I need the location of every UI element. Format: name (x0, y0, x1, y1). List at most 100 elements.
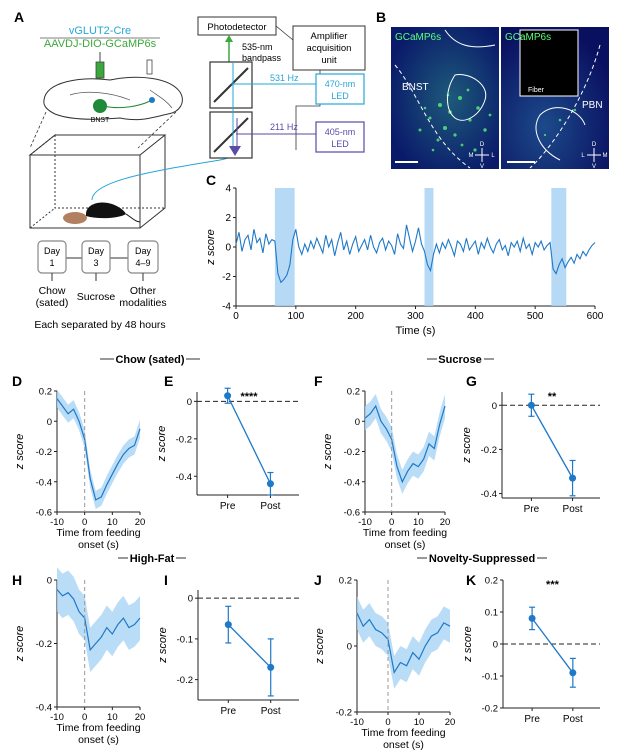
chart-g-ylabel: z score (461, 427, 473, 463)
projection-line (103, 100, 151, 109)
chart-g-ytick-label-0: -0.4 (481, 489, 497, 500)
fiber-track (519, 29, 579, 97)
chart-c-ytick-label-2: 0 (225, 243, 231, 254)
chart-j-xlabel-1: Time from feeding (361, 727, 445, 739)
day-4-9-bottom: 4–9 (135, 258, 150, 268)
chart-c-ytick-label-4: 4 (225, 184, 231, 195)
chart-c-xtick-label-6: 600 (587, 311, 604, 322)
zoom-line-left (29, 111, 47, 149)
chart-h-xtick-label-1: 0 (82, 712, 87, 723)
amplifier-box (292, 25, 366, 71)
pd-to-amp (275, 25, 294, 41)
chart-d-xtick-label-1: 0 (82, 517, 87, 528)
bnst-outline-2 (444, 29, 496, 48)
chart-c-trace (235, 224, 596, 284)
led-405-box (315, 121, 365, 153)
chart-e-ytick-label-1: -0.2 (176, 434, 192, 445)
chart-f-xtick-label-1: 0 (389, 517, 394, 528)
chart-e: -0.4 -0.2 0 Pre Post **** z score (156, 387, 299, 512)
chart-i-ytick-label-1: -0.1 (177, 634, 193, 645)
chart-j-xtick-label-2: 10 (414, 717, 425, 728)
chart-h-ytick-label-1: -0.2 (36, 639, 52, 650)
chart-i-ytick-label-0: -0.2 (177, 675, 193, 686)
chart-i-ytick-label-2: 0 (188, 594, 193, 605)
chart-j-ytick-label-0: -0.2 (336, 708, 352, 719)
chart-c-ylabel: z score (205, 229, 217, 265)
chart-c-feeding-band-1 (424, 188, 434, 306)
chart-j-xlabel-2: onset (s) (383, 739, 424, 751)
chart-c-xlabel: Time (s) (396, 325, 436, 337)
pbn-outline (535, 107, 586, 161)
panel-letter-b: B (376, 9, 386, 25)
brain-fold-2 (69, 91, 131, 101)
compass-left-l: L (491, 153, 495, 159)
led-470-label-1: 470-nm (325, 79, 356, 89)
chart-c-xtick-label-3: 300 (407, 311, 424, 322)
zoom-line-right (137, 111, 177, 149)
chart-d-ytick-label-3: 0 (47, 417, 52, 428)
day-1-label-2: (sated) (36, 297, 69, 309)
chart-c-feeding-band-0 (274, 188, 295, 306)
chart-f-xtick-label-3: 20 (440, 517, 451, 528)
chart-h-ytick-label-2: 0 (47, 576, 52, 587)
chart-c-xtick-label-1: 100 (287, 311, 304, 322)
hz-211: 211 Hz (270, 122, 298, 132)
chart-k-significance: *** (546, 579, 560, 591)
chart-j-xtick-label-1: 0 (385, 717, 390, 728)
chart-c-ytick-label-3: 2 (225, 213, 231, 224)
compass-right-m: M (603, 153, 608, 159)
chart-e-connector (227, 395, 272, 485)
aav-label: AAVDJ-DIO-GCaMP6s (44, 38, 157, 50)
green-arrowhead (225, 35, 233, 42)
chart-k-point-0 (528, 614, 536, 622)
chart-f-ytick-label-2: -0.2 (344, 447, 360, 458)
led-405-label-1: 405-nm (325, 127, 356, 137)
chart-f-xtick-label-2: 10 (413, 517, 424, 528)
chart-h-mean-trace (56, 589, 141, 652)
chart-f-ytick-label-1: -0.4 (344, 477, 360, 488)
group-title-chow-text: Chow (sated) (115, 354, 184, 366)
bandpass-label-1: 535-nm (242, 42, 273, 52)
panel-a: vGLUT2-Cre AAVDJ-DIO-GCaMP6s BNST (28, 16, 366, 331)
led-470-label-2: LED (331, 91, 349, 101)
chart-k-point-1 (569, 669, 577, 677)
chart-g-point-1 (569, 474, 577, 482)
chart-d-xtick-label-0: -10 (50, 517, 64, 528)
chart-i-ylabel: z score (157, 627, 169, 663)
compass-right-v: V (592, 164, 596, 170)
amplifier-label-3: unit (321, 55, 337, 66)
chart-d-ytick-label-2: -0.2 (36, 447, 52, 458)
photodetector-label: Photodetector (207, 22, 266, 33)
chart-j-ytick-label-1: 0 (347, 642, 352, 653)
chart-e-ylabel: z score (156, 426, 168, 462)
chart-h-xlabel-1: Time from feeding (56, 722, 140, 734)
group-title-highfat: High-Fat (118, 553, 186, 565)
day-4-9-label: Other (130, 285, 157, 297)
panel-letter-h: H (12, 572, 22, 588)
chart-f-sem-band (365, 394, 445, 494)
chart-k-ytick-label-2: 0 (493, 640, 498, 651)
chart-f-ytick-label-4: 0.2 (347, 387, 360, 398)
chart-h-xtick-label-2: 10 (107, 712, 118, 723)
group-title-chow: Chow (sated) (100, 354, 200, 366)
chart-k-xtick-label-0: Pre (524, 714, 540, 725)
day-3-bottom: 3 (93, 258, 98, 268)
hz-531: 531 Hz (270, 73, 299, 83)
bnst-outline (447, 74, 487, 121)
chart-h-xtick-label-0: -10 (50, 712, 64, 723)
mouse-tail (125, 213, 141, 223)
chart-h-sem-band (57, 567, 140, 673)
chart-e-ytick-label-2: 0 (187, 397, 192, 408)
chart-g: -0.4 -0.2 0 Pre Post ** z score (461, 391, 600, 515)
day-1-box: Day 1 (37, 240, 67, 274)
food-icon (63, 212, 87, 224)
chart-d-ylabel: z score (14, 434, 26, 470)
fiber-implant-icon (146, 59, 153, 75)
chart-k: -0.2 -0.1 0 0.1 0.2 Pre Post *** z score (462, 576, 600, 725)
bandpass-label-2: bandpass (242, 53, 282, 63)
chart-j-sem-band (357, 596, 450, 689)
chart-c-xtick-label-5: 500 (527, 311, 544, 322)
amplifier-label-1: Amplifier (311, 31, 348, 42)
